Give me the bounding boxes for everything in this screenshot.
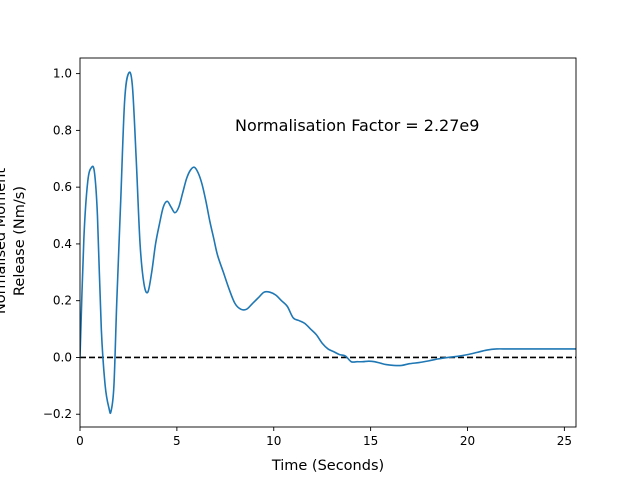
y-tick-label: 0.6 [53, 180, 72, 194]
x-tick-label: 20 [460, 434, 475, 448]
x-tick-label: 10 [266, 434, 281, 448]
y-tick-label: 0.0 [53, 350, 72, 364]
x-axis-label: Time (Seconds) [271, 458, 384, 474]
axes-frame [79, 57, 577, 428]
x-axis-ticks: 0 5 10 15 20 25 [76, 427, 572, 448]
plot-area [79, 57, 577, 428]
y-tick-label: −0.2 [43, 407, 72, 421]
x-tick-label: 25 [557, 434, 572, 448]
x-tick-label: 15 [363, 434, 378, 448]
y-axis-ticks: −0.2 0.0 0.2 0.4 0.6 0.8 1.0 [43, 67, 80, 421]
y-axis-label-line-2: Release (Nm/s) [12, 186, 28, 296]
x-tick-label: 0 [76, 434, 84, 448]
y-tick-label: 0.8 [53, 123, 72, 137]
x-tick-label: 5 [173, 434, 181, 448]
series-line-0 [80, 71, 576, 415]
y-tick-label: 1.0 [53, 67, 72, 81]
normalisation-annotation: Normalisation Factor = 2.27e9 [235, 116, 479, 135]
y-tick-label: 0.2 [53, 294, 72, 308]
y-axis-label-line-1: Normalised Moment [0, 168, 9, 314]
y-tick-label: 0.4 [53, 237, 72, 251]
